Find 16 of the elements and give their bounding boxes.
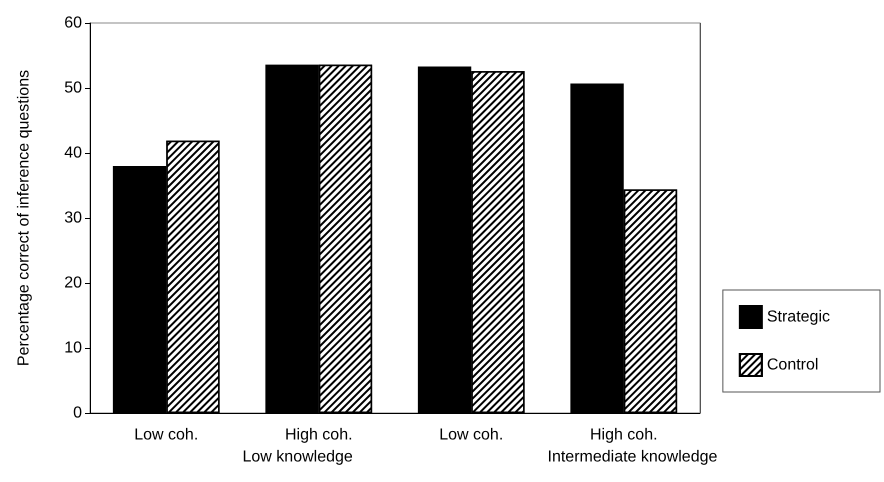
y-tick-label: 10	[64, 340, 82, 356]
y-tick-label: 30	[64, 210, 82, 226]
y-tick-label: 0	[73, 404, 82, 422]
y-tick-label: 60	[64, 14, 82, 32]
text: Low knowledge	[242, 448, 353, 466]
y-axis-title: Percentage correct of inference questions	[16, 70, 32, 366]
y-tick-label: 20	[64, 274, 82, 292]
x-tick-label: High coh.	[284, 426, 353, 444]
legend-label: Control	[766, 356, 818, 374]
legend-label: Strategic	[766, 308, 830, 326]
y-tick-label: 50	[64, 80, 82, 96]
y-tick-label: 40	[64, 144, 82, 162]
text: Intermediate knowledge	[547, 448, 718, 466]
x-tick-label: Low coh.	[134, 426, 198, 444]
x-tick-label: High coh.	[590, 426, 658, 444]
x-tick-label: Low coh.	[439, 426, 504, 444]
